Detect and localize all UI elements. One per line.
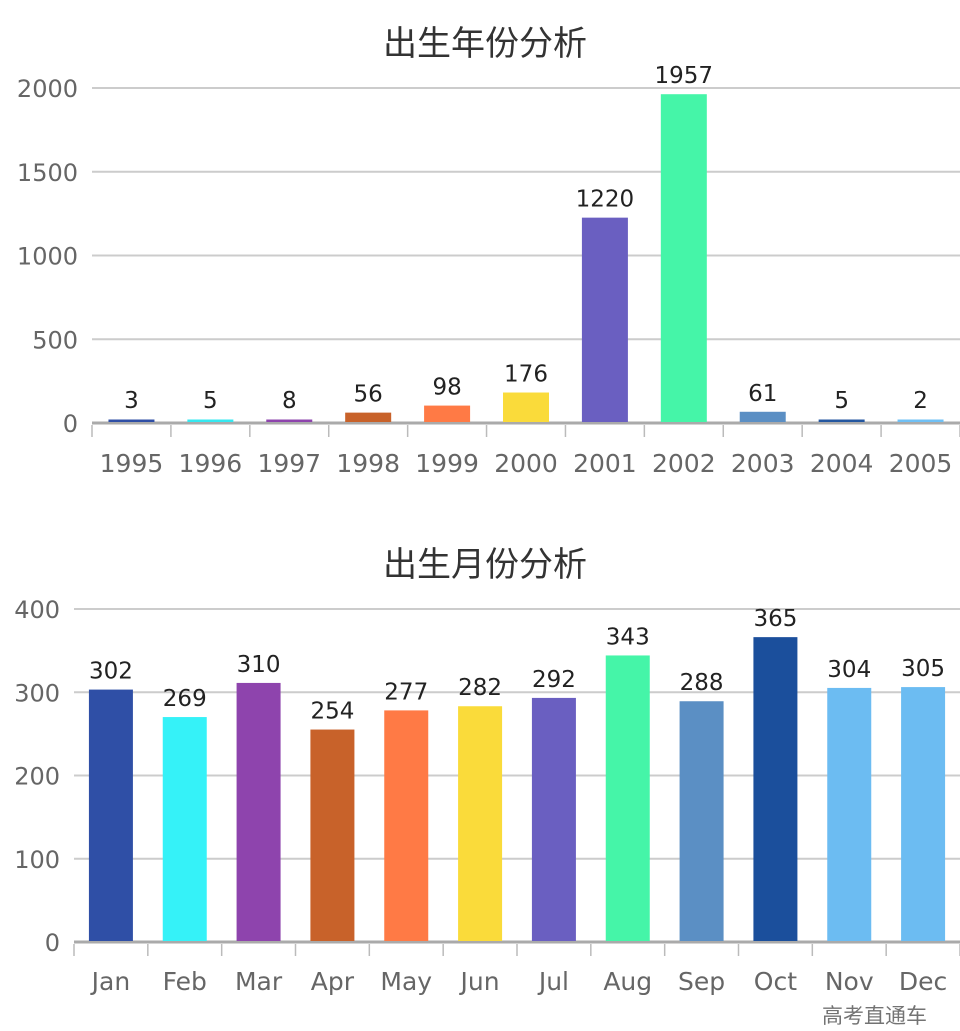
y-tick-label: 200 [14, 763, 60, 791]
data-label: 304 [827, 657, 871, 683]
bar-1997 [266, 419, 313, 422]
data-label: 8 [282, 388, 297, 414]
data-label: 3 [124, 388, 139, 414]
x-tick-label: Feb [163, 967, 207, 996]
data-label: 269 [163, 686, 207, 712]
bar-Apr [310, 729, 355, 941]
bar-1996 [187, 419, 234, 422]
data-label: 365 [753, 606, 797, 632]
chart-2: 出生月份分析 0 100 200 300 400 302 Jan 269 Feb 310 Mar 254… [14, 545, 960, 996]
data-label: 305 [901, 656, 945, 682]
bar-Jul [531, 697, 576, 941]
bar-2002 [660, 94, 707, 422]
x-tick-label: 2001 [573, 449, 637, 478]
bar-Nov [827, 687, 872, 941]
x-tick-label: Aug [603, 967, 652, 996]
bar-1999 [424, 405, 471, 422]
y-tick-label: 0 [63, 410, 78, 438]
data-label: 343 [606, 624, 650, 650]
bar-May [384, 710, 429, 941]
data-label: 5 [834, 388, 849, 414]
data-label: 292 [532, 667, 576, 693]
bar-Mar [236, 682, 281, 941]
x-tick-label: Oct [754, 967, 797, 996]
x-tick-label: Apr [311, 967, 355, 996]
data-label: 288 [680, 670, 724, 696]
chart-title: 出生年份分析 [383, 24, 587, 64]
data-label: 2 [913, 388, 928, 414]
bar-Jun [458, 706, 503, 941]
x-tick-label: Jun [459, 967, 500, 996]
bar-Oct [753, 637, 798, 941]
watermark: 高考直通车 [822, 1004, 927, 1028]
chart-title: 出生月份分析 [383, 545, 587, 585]
bar-2003 [739, 411, 786, 422]
y-tick-label: 1500 [17, 159, 78, 187]
bar-1995 [108, 419, 155, 422]
data-label: 277 [384, 679, 428, 705]
y-tick-label: 400 [14, 596, 60, 624]
data-label: 302 [89, 659, 133, 685]
bar-Aug [605, 655, 650, 941]
y-tick-label: 100 [14, 846, 60, 874]
bar-2004 [818, 419, 865, 422]
x-tick-label: 1999 [415, 449, 479, 478]
bar-2001 [581, 217, 628, 422]
y-tick-label: 2000 [17, 75, 78, 103]
data-label: 61 [748, 381, 777, 407]
bar-2000 [503, 392, 549, 422]
x-tick-label: Jul [537, 967, 569, 996]
data-label: 176 [504, 362, 548, 388]
x-tick-label: May [380, 967, 432, 996]
bar-1998 [345, 412, 392, 422]
x-tick-label: Mar [235, 967, 283, 996]
bar-Dec [901, 687, 946, 941]
bar-Jan [88, 689, 133, 941]
bar-2005 [897, 419, 944, 422]
x-tick-label: Jan [90, 967, 131, 996]
x-tick-label: Sep [678, 967, 725, 996]
data-label: 1220 [576, 187, 635, 213]
data-label: 5 [203, 388, 218, 414]
y-tick-label: 1000 [17, 243, 78, 271]
chart-1: 出生年份分析0500100015002000319955199681997561… [17, 24, 960, 478]
x-tick-label: 2000 [494, 449, 558, 478]
data-label: 1957 [655, 63, 714, 89]
data-label: 310 [237, 652, 281, 678]
x-tick-label: 1996 [179, 449, 243, 478]
y-tick-label: 300 [14, 679, 60, 707]
x-tick-label: 2004 [810, 449, 874, 478]
y-tick-label: 0 [45, 929, 60, 957]
x-tick-label: 2005 [889, 449, 953, 478]
x-tick-label: 2003 [731, 449, 795, 478]
data-label: 254 [310, 699, 354, 725]
x-tick-label: 1998 [336, 449, 400, 478]
x-tick-label: 2002 [652, 449, 716, 478]
x-tick-label: 1995 [100, 449, 164, 478]
y-tick-label: 500 [32, 326, 78, 354]
data-label: 98 [432, 375, 461, 401]
data-label: 282 [458, 675, 502, 701]
bar-Feb [162, 717, 207, 941]
x-tick-label: Dec [899, 967, 947, 996]
x-tick-label: Nov [825, 967, 874, 996]
bar-Sep [679, 701, 724, 941]
data-label: 56 [354, 382, 383, 408]
x-tick-label: 1997 [257, 449, 321, 478]
